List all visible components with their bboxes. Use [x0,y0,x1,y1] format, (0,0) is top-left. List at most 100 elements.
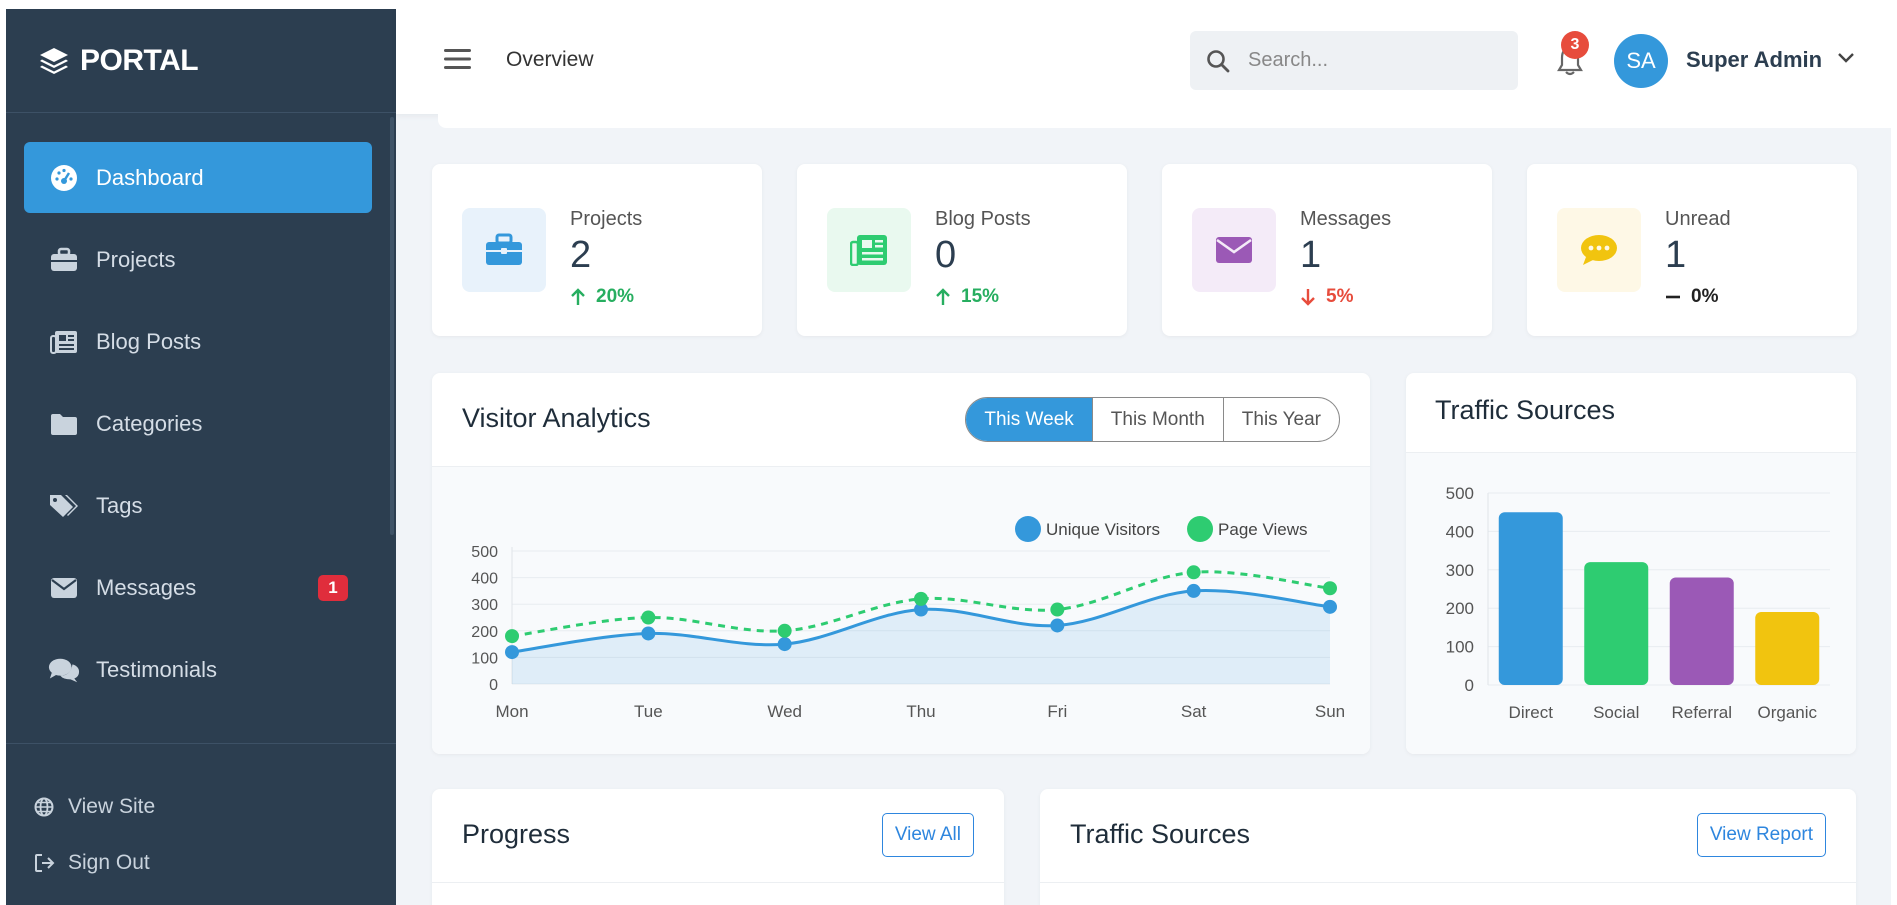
chevron-down-icon[interactable] [1836,51,1856,70]
data-point [1323,581,1337,596]
topbar: Overview 3 SA Super Admin [396,9,1891,114]
sign-out-link[interactable]: Sign Out [34,835,396,891]
bar-organic [1755,612,1820,685]
x-tick-label: Wed [767,702,802,721]
range-this-year-button[interactable]: This Year [1222,398,1339,441]
stat-icon-box [1557,208,1641,292]
search-input[interactable] [1248,49,1488,72]
panel-title: Traffic Sources [1070,819,1251,849]
sign-out-label: Sign Out [68,851,150,874]
sidebar-item-label: Tags [96,492,143,518]
sidebar-footer: View Site Sign Out [6,743,396,905]
y-tick-label: 100 [1446,638,1474,657]
envelope-icon [48,572,80,604]
stat-card-messages: Messages 1 5% [1162,164,1492,336]
search-box [1190,31,1518,90]
stat-change-value: 5% [1326,286,1354,307]
stat-change: 20% [570,286,634,308]
sidebar-item-label: Messages [96,574,197,600]
stat-label: Projects [570,208,643,230]
avatar[interactable]: SA [1614,34,1668,88]
card-top-edge [438,114,1891,128]
y-tick-label: 400 [471,571,498,588]
bar-direct [1498,512,1563,685]
data-point [1050,602,1065,617]
briefcase-icon [48,244,80,276]
comment-dots-icon [1581,235,1617,265]
tags-icon [48,490,80,522]
data-point [641,626,656,641]
sidebar-item-projects[interactable]: Projects [24,224,372,295]
legend-marker [1015,516,1041,542]
folder-icon [48,408,80,440]
legend-label: Page Views [1218,520,1307,539]
stat-icon-box [462,208,546,292]
stat-label: Messages [1300,208,1392,230]
x-tick-label: Tue [634,702,663,721]
sidebar-item-testimonials[interactable]: Testimonials [24,634,372,705]
panel-title: Visitor Analytics [462,403,651,433]
stat-value: 0 [935,234,957,276]
user-name[interactable]: Super Admin [1686,47,1823,72]
stat-change: 5% [1300,286,1353,308]
y-tick-label: 500 [1446,484,1474,503]
sidebar-item-tags[interactable]: Tags [24,470,372,541]
app-frame: PORTAL Dashboard Projects Blog Posts [6,9,1891,905]
search-icon [1207,49,1230,72]
panel-header: Progress View All [432,789,1004,883]
panel-header: Traffic Sources [1406,373,1856,453]
stat-label: Blog Posts [935,208,1031,230]
data-point [1186,583,1201,598]
y-tick-label: 400 [1446,522,1474,541]
view-all-button[interactable]: View All [881,813,974,857]
brand[interactable]: PORTAL [6,9,396,113]
data-point [1186,565,1201,580]
minus-icon [1666,295,1680,299]
arrow-up-icon [936,288,950,305]
data-point [505,629,519,644]
range-this-month-button[interactable]: This Month [1091,398,1223,441]
data-point [505,645,519,660]
data-point [777,637,792,652]
view-site-label: View Site [68,795,156,818]
stat-change-value: 15% [961,286,1000,307]
y-tick-label: 0 [1465,676,1474,695]
sidebar: PORTAL Dashboard Projects Blog Posts [6,9,396,905]
sidebar-item-messages[interactable]: Messages 1 [24,552,372,623]
menu-toggle-icon[interactable] [444,46,472,74]
x-tick-label: Sat [1181,702,1207,721]
stat-icon-box [827,208,911,292]
messages-count-badge: 1 [318,575,348,601]
notification-badge: 3 [1561,31,1589,59]
briefcase-icon [486,233,522,265]
layers-icon [40,47,68,74]
page-title: Overview [506,48,594,71]
view-site-link[interactable]: View Site [34,779,396,835]
x-tick-label: Thu [906,702,935,721]
sidebar-item-label: Blog Posts [96,328,202,354]
progress-panel: Progress View All [432,789,1004,905]
stat-icon-box [1192,208,1276,292]
sidebar-item-blog-posts[interactable]: Blog Posts [24,306,372,377]
legend-label: Unique Visitors [1046,520,1160,539]
visitor-line-chart: 0 100 200 300 400 500 Mon Tue Wed Thu Fri Sat Sun Uni… [471,516,1345,721]
sidebar-scrollbar[interactable] [390,117,394,535]
stat-change: 15% [935,286,999,308]
stat-change-value: 20% [596,286,635,307]
sidebar-item-dashboard[interactable]: Dashboard [24,142,372,213]
envelope-icon [1216,237,1252,263]
view-report-button[interactable]: View Report [1696,813,1826,857]
x-tick-label: Sun [1315,702,1345,721]
data-point [914,591,928,606]
range-toggle: This Week This Month This Year [965,397,1340,442]
newspaper-icon [850,235,887,266]
dashboard-icon [48,162,80,194]
sidebar-item-categories[interactable]: Categories [24,388,372,459]
y-tick-label: 300 [1446,561,1474,580]
stat-value: 2 [570,234,592,276]
range-this-week-button[interactable]: This Week [966,398,1092,441]
data-point [641,610,656,625]
x-tick-label: Organic [1757,703,1817,722]
x-tick-label: Mon [495,702,528,721]
stat-card-blog-posts: Blog Posts 0 15% [797,164,1127,336]
